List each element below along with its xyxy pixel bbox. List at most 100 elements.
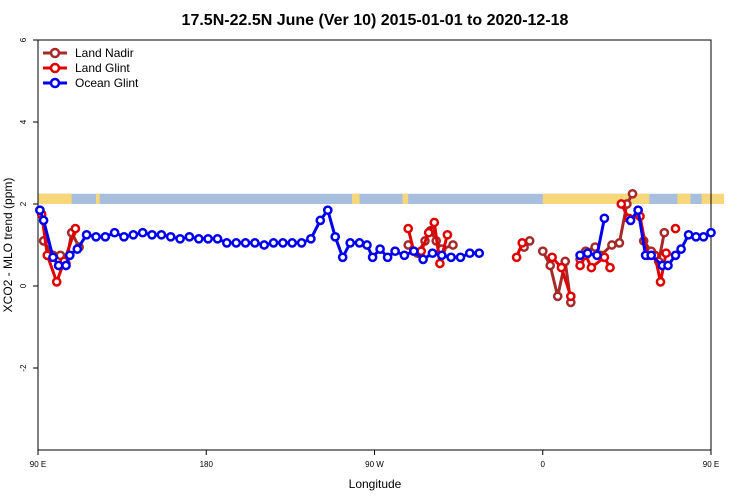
- data-point: [627, 188, 638, 199]
- y-tick-label: 2: [19, 201, 28, 206]
- data-point: [91, 231, 101, 242]
- data-point: [429, 217, 440, 228]
- data-point: [61, 260, 71, 271]
- data-point: [474, 248, 485, 259]
- land-segment: [402, 193, 409, 204]
- data-point: [599, 213, 610, 224]
- data-point: [72, 244, 83, 254]
- data-point: [646, 250, 657, 261]
- data-point: [683, 229, 694, 240]
- data-point: [575, 260, 585, 271]
- land-segment: [542, 193, 650, 204]
- y-tick-label: 0: [19, 283, 28, 288]
- chart-title: 17.5N-22.5N June (Ver 10) 2015-01-01 to …: [182, 12, 569, 29]
- legend-marker: [49, 77, 61, 89]
- data-point: [109, 227, 120, 238]
- data-point: [330, 231, 341, 242]
- legend-label: Land Nadir: [75, 46, 134, 60]
- ocean-band: [38, 193, 711, 204]
- data-point: [322, 205, 333, 216]
- data-point: [545, 260, 556, 271]
- data-point: [156, 229, 167, 240]
- data-point: [446, 252, 456, 263]
- data-point: [175, 233, 185, 244]
- x-axis: 90 E 180 90 W 0 90 E: [30, 450, 719, 469]
- x-tick-label: 90 E: [703, 460, 719, 469]
- land-segment: [352, 193, 360, 204]
- data-point: [592, 250, 602, 261]
- data-point: [203, 233, 213, 244]
- data-point: [296, 238, 307, 248]
- land-segment: [677, 193, 691, 204]
- y-tick-label: 6: [19, 37, 28, 42]
- data-point: [193, 233, 204, 244]
- data-point: [408, 246, 419, 257]
- data-point: [556, 262, 567, 273]
- legend-label: Land Glint: [75, 61, 130, 75]
- data-point: [427, 248, 438, 259]
- data-point: [100, 231, 111, 242]
- data-point: [64, 250, 75, 261]
- y-axis: -2 0 2 4 6: [19, 37, 38, 372]
- data-point: [661, 248, 671, 259]
- data-point: [517, 238, 528, 248]
- data-point: [337, 252, 348, 263]
- data-point: [524, 236, 535, 246]
- land-segment: [95, 193, 100, 204]
- data-point: [128, 229, 139, 240]
- data-point: [455, 252, 466, 263]
- data-point: [231, 238, 242, 248]
- data-point: [435, 258, 445, 269]
- data-point: [599, 252, 610, 263]
- data-point: [354, 238, 365, 248]
- y-tick-label: 4: [19, 119, 28, 124]
- data-point: [81, 229, 92, 240]
- data-point: [345, 238, 356, 248]
- series-layer: [35, 188, 716, 308]
- data-point: [287, 238, 298, 248]
- data-point: [511, 252, 522, 263]
- land-segment: [38, 193, 72, 204]
- data-point: [278, 238, 288, 248]
- data-point: [70, 223, 81, 234]
- data-point: [616, 199, 627, 209]
- data-point: [586, 262, 597, 273]
- data-point: [625, 215, 636, 226]
- data-point: [605, 262, 615, 273]
- data-point: [221, 238, 232, 248]
- data-point: [362, 240, 372, 250]
- data-point: [268, 238, 279, 248]
- data-point: [240, 238, 251, 248]
- legend-label: Ocean Glint: [75, 76, 139, 90]
- data-point: [423, 227, 434, 238]
- data-point: [582, 248, 593, 259]
- y-tick-label: -2: [19, 364, 28, 372]
- data-point: [165, 231, 176, 242]
- data-point: [552, 291, 563, 302]
- data-point: [698, 231, 709, 242]
- data-point: [147, 229, 157, 240]
- land-mask-band: [38, 193, 725, 204]
- x-tick-label: 90 E: [30, 460, 46, 469]
- data-point: [51, 277, 62, 287]
- data-point: [184, 231, 195, 242]
- y-axis-label: XCO2 - MLO trend (ppm): [1, 178, 15, 313]
- data-point: [53, 260, 64, 271]
- series-ocean-glint: [35, 205, 716, 271]
- data-point: [375, 244, 385, 254]
- data-point: [35, 205, 45, 216]
- land-segment: [701, 193, 725, 204]
- data-point: [399, 250, 410, 261]
- data-point: [659, 227, 670, 238]
- data-point: [607, 240, 617, 250]
- data-point: [442, 229, 453, 240]
- data-point: [306, 233, 316, 244]
- data-point: [418, 254, 428, 265]
- data-point: [38, 215, 49, 226]
- data-point: [390, 246, 400, 257]
- data-point: [614, 238, 625, 248]
- legend-marker: [49, 47, 61, 59]
- data-point: [48, 252, 58, 263]
- data-point: [119, 231, 129, 242]
